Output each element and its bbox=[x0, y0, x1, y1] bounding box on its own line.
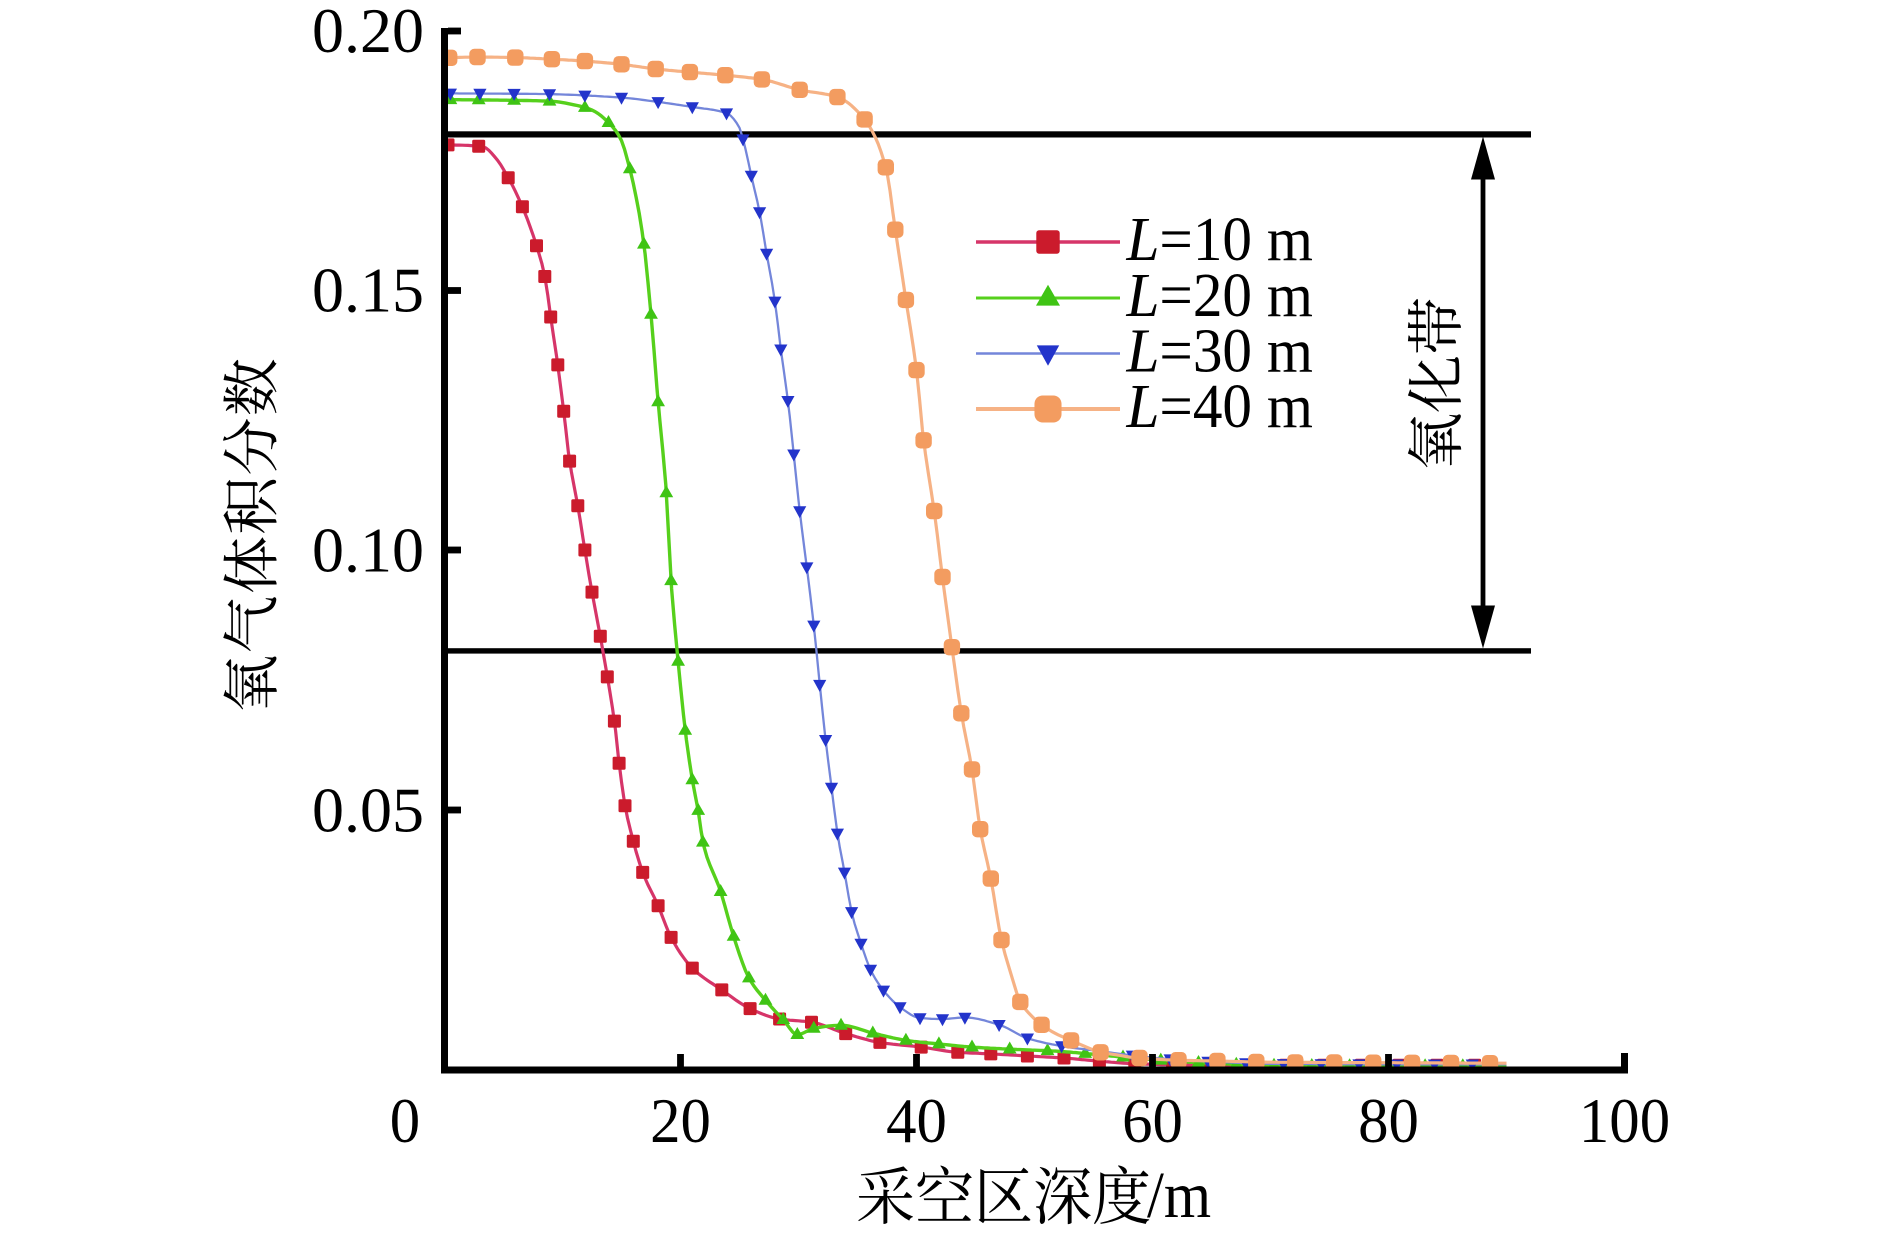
svg-text:60: 60 bbox=[1122, 1085, 1183, 1157]
svg-text:L=40 m: L=40 m bbox=[1126, 372, 1313, 441]
svg-text:0.15: 0.15 bbox=[312, 255, 424, 326]
svg-text:/m: /m bbox=[1147, 1158, 1211, 1232]
svg-text:20: 20 bbox=[650, 1085, 711, 1157]
svg-text:L=20 m: L=20 m bbox=[1126, 261, 1313, 330]
svg-text:100: 100 bbox=[1579, 1085, 1670, 1157]
svg-text:40: 40 bbox=[886, 1085, 947, 1157]
svg-text:L=10 m: L=10 m bbox=[1126, 205, 1313, 274]
svg-text:0.20: 0.20 bbox=[312, 0, 424, 66]
svg-text:0: 0 bbox=[390, 1085, 420, 1157]
svg-text:L=30 m: L=30 m bbox=[1126, 317, 1313, 386]
svg-text:0.10: 0.10 bbox=[312, 514, 424, 585]
svg-text:80: 80 bbox=[1358, 1085, 1419, 1157]
svg-text:0.05: 0.05 bbox=[312, 774, 424, 845]
